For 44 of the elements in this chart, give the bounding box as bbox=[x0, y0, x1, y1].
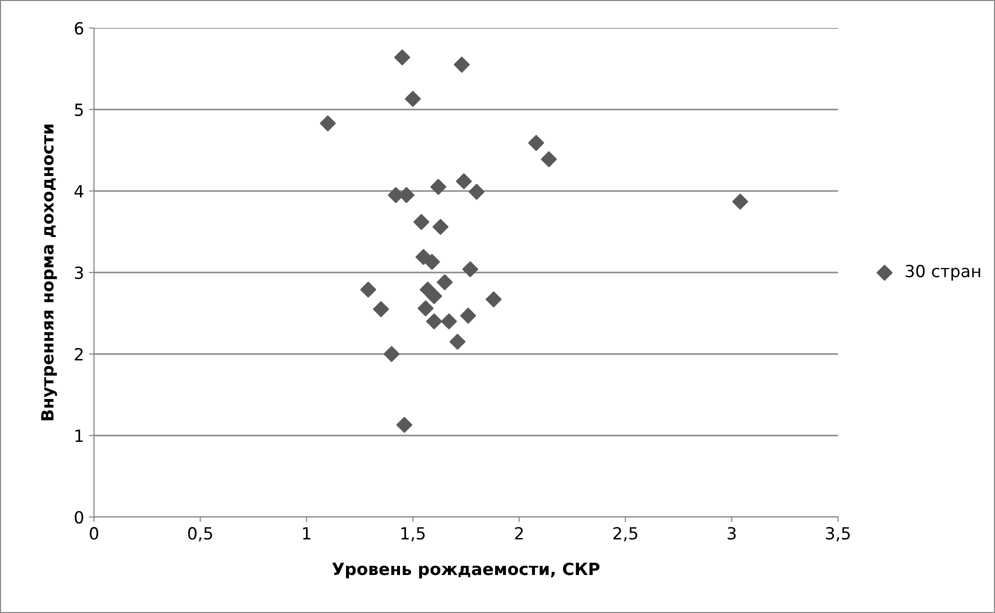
point bbox=[460, 308, 476, 324]
point bbox=[450, 334, 466, 350]
point bbox=[430, 178, 446, 195]
x-tick-label: 0,5 bbox=[188, 527, 212, 542]
x-tick-label: 1 bbox=[303, 527, 310, 540]
point bbox=[432, 218, 448, 235]
point bbox=[426, 288, 442, 304]
point bbox=[732, 194, 748, 210]
point bbox=[468, 184, 485, 200]
y-tick-label: 2 bbox=[74, 348, 83, 360]
point bbox=[436, 274, 453, 290]
point bbox=[418, 300, 434, 316]
point bbox=[404, 90, 421, 107]
x-tick-label: 3 bbox=[728, 527, 736, 540]
y-axis-title: Внутренняя норма доходности bbox=[41, 124, 58, 420]
y-tick-label: 4 bbox=[74, 185, 84, 198]
x-tick-label: 3,5 bbox=[826, 527, 850, 542]
point bbox=[454, 56, 470, 73]
point bbox=[540, 151, 557, 168]
point bbox=[394, 49, 410, 66]
x-axis-title: Уровень рождаемости, СКР bbox=[332, 562, 600, 578]
point bbox=[384, 346, 400, 362]
point bbox=[320, 115, 336, 132]
y-tick-label: 1 bbox=[76, 430, 83, 442]
point bbox=[462, 261, 478, 278]
x-tick-label: 0 bbox=[90, 527, 98, 540]
point bbox=[360, 282, 376, 298]
y-tick-label: 0 bbox=[74, 510, 84, 524]
point bbox=[424, 254, 440, 270]
point bbox=[528, 134, 544, 151]
y-tick-label: 6 bbox=[74, 22, 84, 35]
point bbox=[396, 416, 412, 433]
x-tick-label: 2,5 bbox=[613, 527, 638, 542]
point bbox=[441, 313, 457, 330]
point bbox=[486, 291, 502, 308]
point bbox=[413, 214, 430, 230]
point bbox=[372, 301, 389, 318]
y-tick-label: 5 bbox=[74, 104, 83, 116]
y-tick-label: 3 bbox=[74, 266, 83, 280]
x-tick-label: 1,5 bbox=[401, 527, 425, 542]
legend-label: 30 стран bbox=[906, 264, 980, 281]
point bbox=[456, 173, 472, 190]
point bbox=[426, 313, 442, 330]
x-tick-label: 2 bbox=[515, 527, 523, 540]
